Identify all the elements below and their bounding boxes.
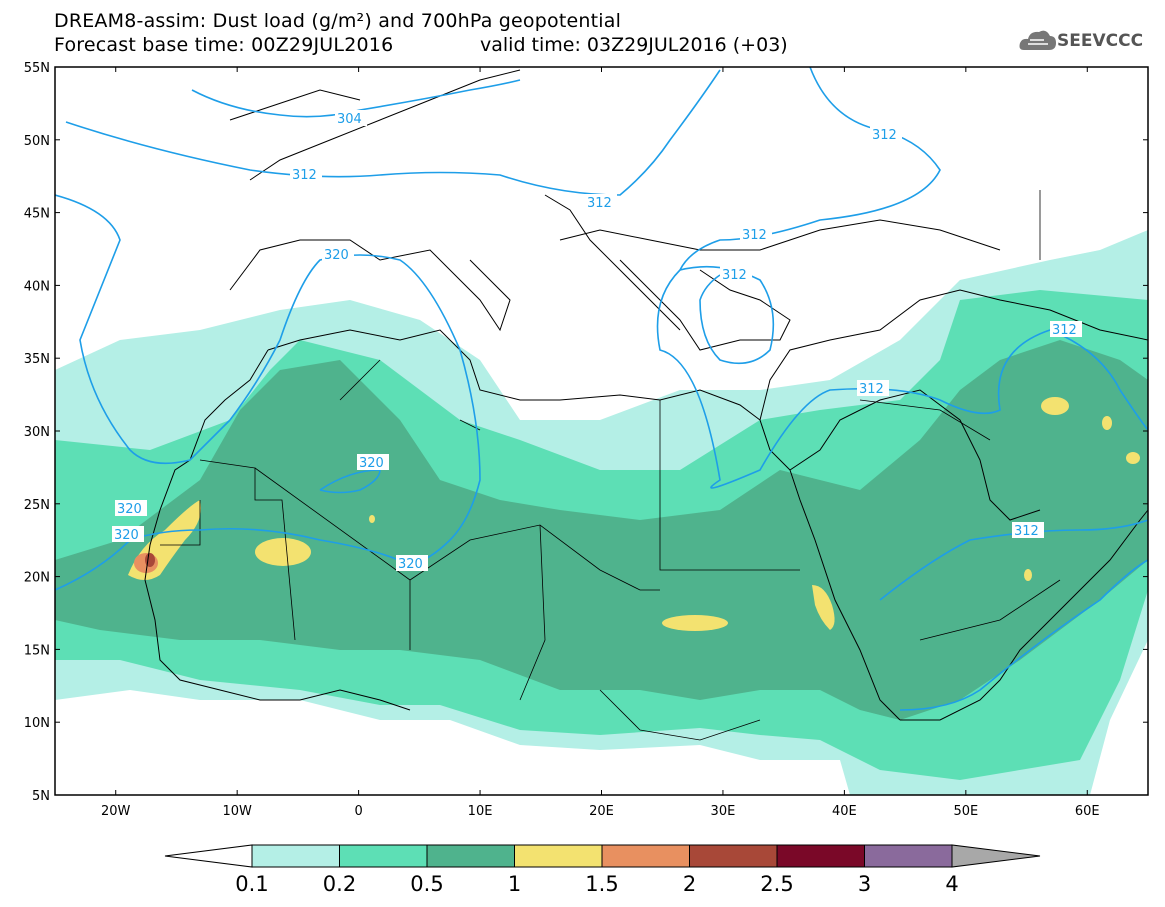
contour-label: 304 bbox=[335, 110, 367, 127]
colorbar-label: 1 bbox=[507, 872, 522, 896]
svg-text:312: 312 bbox=[292, 168, 317, 183]
cloud-icon bbox=[1019, 30, 1056, 50]
svg-text:312: 312 bbox=[859, 382, 884, 397]
country-borders bbox=[160, 190, 1061, 741]
latitude-axis: 55N 50N 45N 40N 35N 30N 25N 20N 15N 10N 5N bbox=[24, 61, 1148, 804]
colorbar-segment bbox=[689, 844, 778, 868]
lon-tick-label: 20E bbox=[589, 804, 614, 819]
lon-tick-label: 10E bbox=[468, 804, 493, 819]
colorbar-label: 3 bbox=[857, 872, 872, 896]
colorbar-segment bbox=[339, 844, 428, 868]
lat-tick-label: 55N bbox=[24, 61, 50, 76]
dust-level-1 bbox=[1024, 569, 1032, 581]
lat-tick-label: 15N bbox=[24, 643, 50, 658]
dust-fields: 304 312 312 312 312 312 312 312 312 320 … bbox=[55, 67, 1148, 795]
svg-text:304: 304 bbox=[337, 112, 362, 127]
lat-tick-label: 45N bbox=[24, 207, 50, 222]
colorbar-label: 0.1 bbox=[235, 872, 269, 896]
contour-label: 312 bbox=[1050, 321, 1082, 338]
dust-level-1 bbox=[1041, 397, 1069, 415]
contour-label: 320 bbox=[322, 246, 354, 263]
contour-label: 320 bbox=[357, 454, 389, 471]
colorbar bbox=[164, 844, 1041, 868]
dust-level-1 bbox=[812, 585, 835, 630]
contour-label: 320 bbox=[396, 555, 428, 572]
colorbar-segment bbox=[251, 844, 340, 868]
colorbar-label: 2 bbox=[682, 872, 697, 896]
svg-text:320: 320 bbox=[114, 528, 139, 543]
svg-text:320: 320 bbox=[398, 557, 423, 572]
dust-level-1 bbox=[662, 615, 728, 631]
colorbar-label: 1.5 bbox=[585, 872, 619, 896]
dust-level-1 bbox=[255, 538, 311, 566]
svg-text:320: 320 bbox=[359, 456, 384, 471]
coastlines bbox=[144, 69, 1148, 721]
lon-tick-label: 0 bbox=[354, 804, 362, 819]
contour-label: 312 bbox=[1012, 522, 1044, 539]
contour-labels: 304 312 312 312 312 312 312 312 312 320 … bbox=[112, 110, 1082, 572]
lat-tick-label: 30N bbox=[24, 425, 50, 440]
dust-level-1 bbox=[1126, 452, 1140, 464]
svg-text:312: 312 bbox=[1014, 524, 1039, 539]
svg-text:320: 320 bbox=[117, 502, 142, 517]
colorbar-label: 0.2 bbox=[322, 872, 357, 896]
dust-level-2.5 bbox=[145, 553, 155, 567]
lat-tick-label: 5N bbox=[32, 789, 50, 804]
contour-label: 320 bbox=[112, 526, 144, 543]
colorbar-segment bbox=[601, 844, 690, 868]
lon-tick-label: 30E bbox=[711, 804, 736, 819]
contour-label: 312 bbox=[290, 166, 322, 183]
geopotential-contours bbox=[55, 67, 1148, 711]
lat-tick-label: 40N bbox=[24, 279, 50, 294]
map-title: DREAM8-assim: Dust load (g/m²) and 700hP… bbox=[54, 10, 622, 32]
svg-text:320: 320 bbox=[324, 248, 349, 263]
colorbar-segment bbox=[776, 844, 865, 868]
colorbar-segment bbox=[514, 844, 603, 868]
svg-text:312: 312 bbox=[872, 128, 897, 143]
dust-level-1 bbox=[369, 515, 375, 523]
lon-tick-label: 50E bbox=[953, 804, 978, 819]
longitude-axis: 20W 10W 0 10E 20E 30E 40E 50E 60E bbox=[101, 67, 1100, 819]
colorbar-under-triangle bbox=[164, 844, 253, 868]
svg-text:312: 312 bbox=[742, 228, 767, 243]
contour-label: 312 bbox=[720, 266, 752, 283]
colorbar-segment bbox=[864, 844, 953, 868]
lat-tick-label: 10N bbox=[24, 716, 50, 731]
svg-text:312: 312 bbox=[1052, 323, 1077, 338]
logo-text: SEEVCCC bbox=[1057, 31, 1144, 51]
colorbar-segment bbox=[426, 844, 515, 868]
lat-tick-label: 50N bbox=[24, 134, 50, 149]
dust-level-1 bbox=[1102, 416, 1112, 430]
lon-tick-label: 60E bbox=[1075, 804, 1100, 819]
dust-level-0.5 bbox=[55, 340, 1148, 720]
lat-tick-label: 25N bbox=[24, 498, 50, 513]
lat-tick-label: 20N bbox=[24, 571, 50, 586]
contour-label: 312 bbox=[870, 126, 902, 143]
colorbar-label: 0.5 bbox=[410, 872, 444, 896]
valid-time: valid time: 03Z29JUL2016 (+03) bbox=[480, 34, 788, 56]
contour-label: 312 bbox=[857, 380, 889, 397]
contour-label: 312 bbox=[740, 226, 772, 243]
contour-label: 312 bbox=[585, 194, 617, 211]
colorbar-label: 2.5 bbox=[760, 872, 794, 896]
lon-tick-label: 20W bbox=[101, 804, 131, 819]
forecast-base-time: Forecast base time: 00Z29JUL2016 bbox=[54, 34, 394, 56]
lat-tick-label: 35N bbox=[24, 352, 50, 367]
lon-tick-label: 40E bbox=[832, 804, 857, 819]
svg-text:312: 312 bbox=[722, 268, 747, 283]
svg-text:312: 312 bbox=[587, 196, 612, 211]
colorbar-over-triangle bbox=[951, 844, 1041, 868]
colorbar-label: 4 bbox=[945, 872, 959, 896]
lon-tick-label: 10W bbox=[222, 804, 252, 819]
contour-label: 320 bbox=[115, 500, 147, 517]
